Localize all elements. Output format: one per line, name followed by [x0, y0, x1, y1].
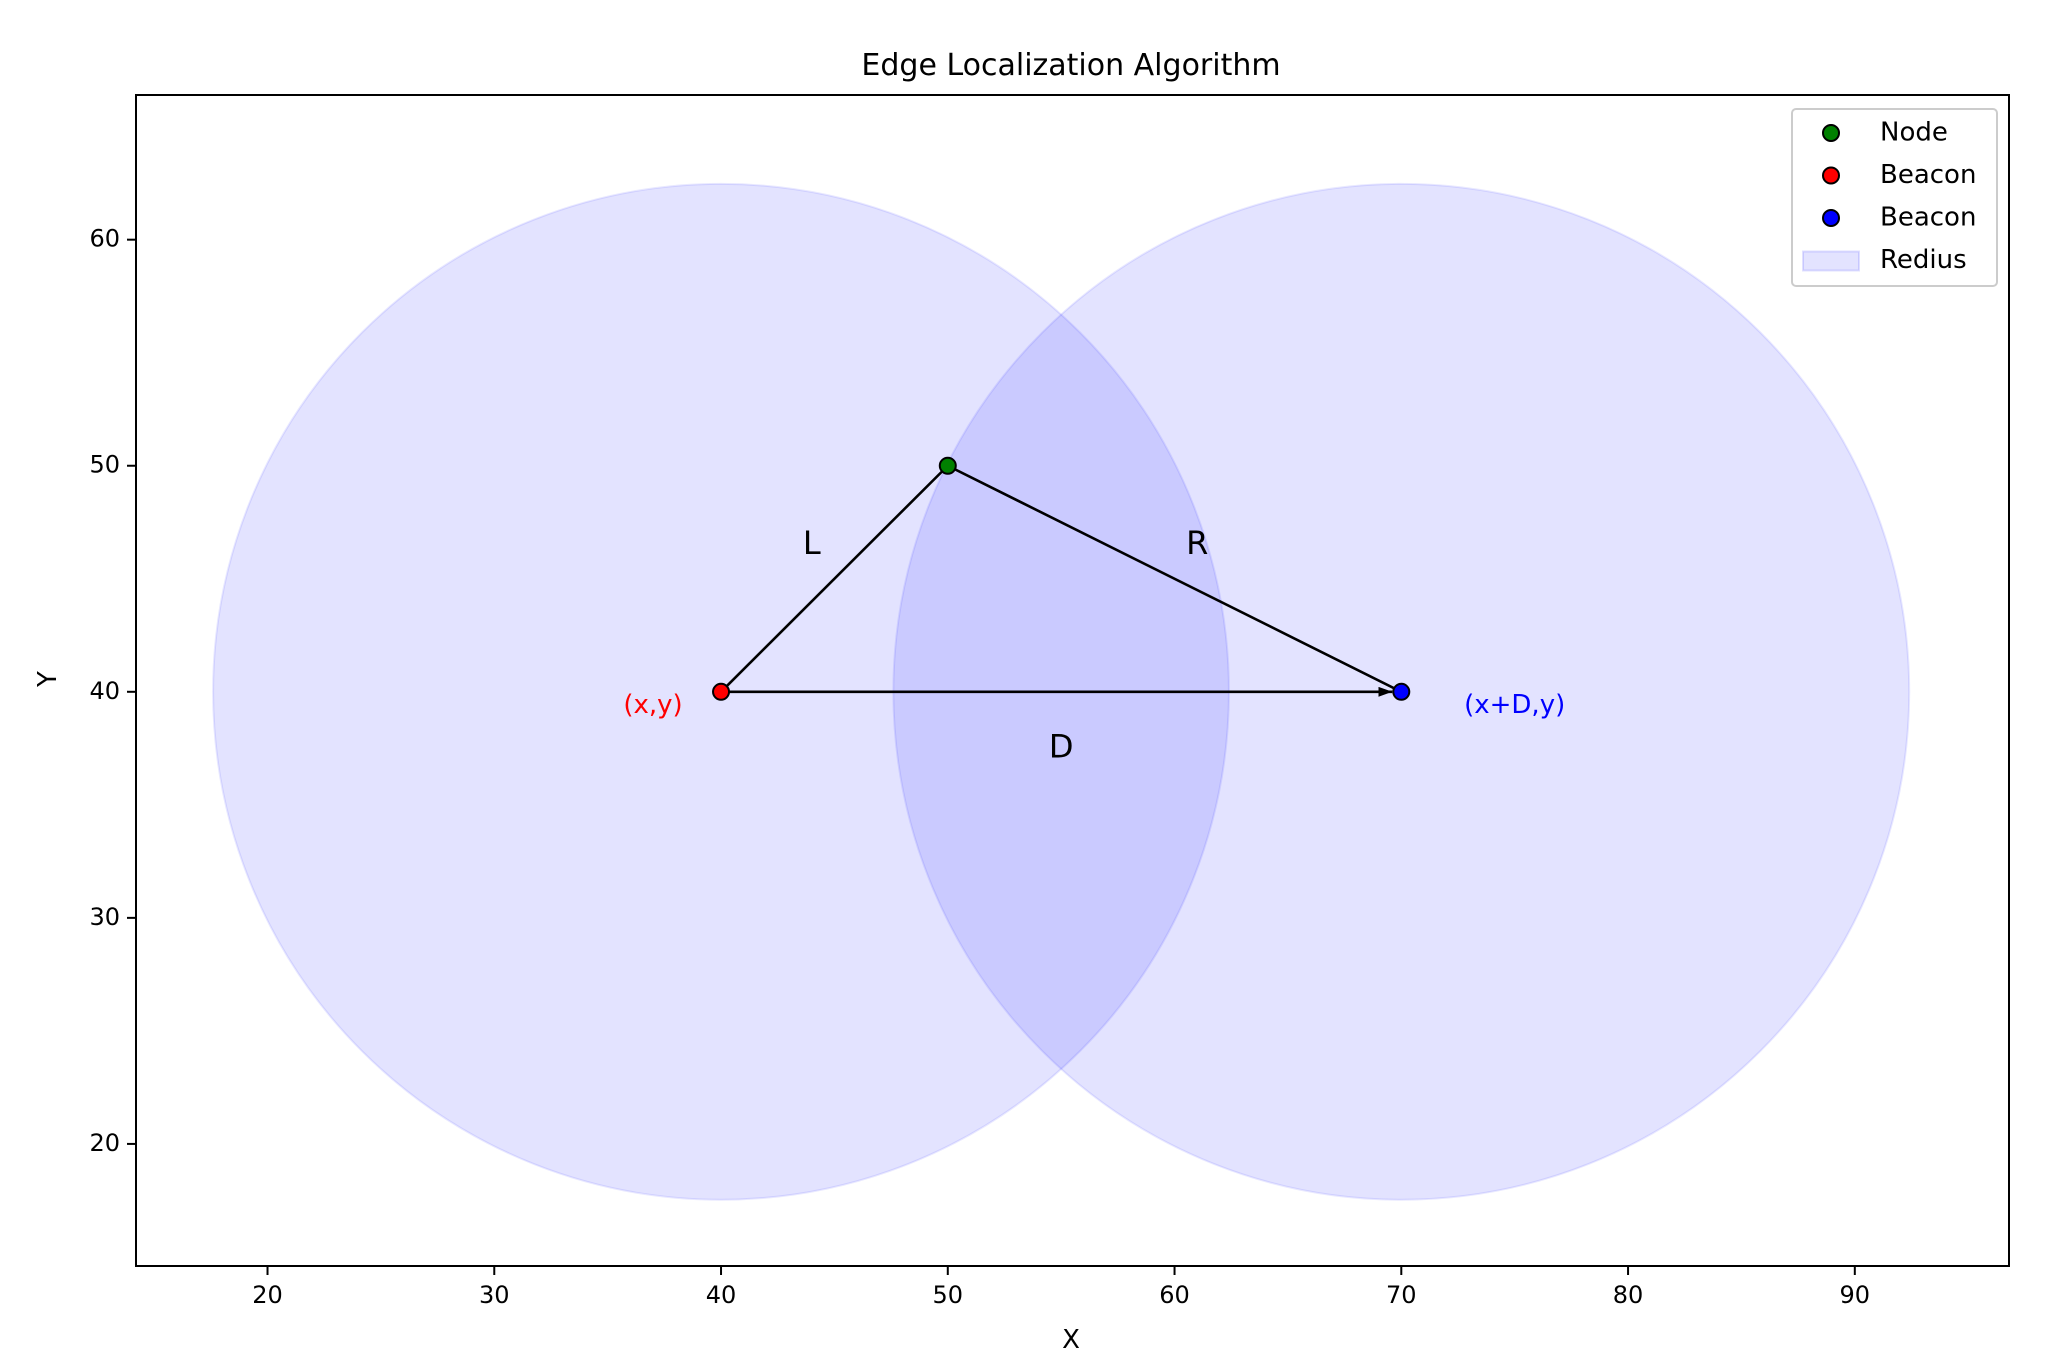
legend-label-1: Node [1880, 118, 1948, 148]
legend-patch-4 [1802, 250, 1860, 272]
legend-box [1791, 108, 1998, 287]
x-tick-label: 40 [706, 1281, 737, 1309]
y-tick-label: 40 [89, 677, 120, 705]
y-axis-label: Y [33, 671, 63, 688]
legend-marker-1 [1822, 124, 1840, 142]
edge-line-1 [720, 464, 949, 693]
legend-marker-2 [1822, 166, 1840, 185]
plot-content [212, 182, 1911, 1201]
annotation-5: (x+D,y) [1464, 690, 1565, 720]
x-tick-label: 90 [1840, 1281, 1871, 1309]
beacon-point-3 [1392, 682, 1411, 701]
legend-label-3: Beacon [1880, 203, 1976, 233]
node-point-1 [938, 456, 957, 475]
plot-area: L R D (x,y) (x+D,y) [212, 182, 1911, 1201]
chart-title: Edge Localization Algorithm [861, 48, 1280, 83]
annotation-2: R [1186, 524, 1208, 562]
legend: Node Beacon Beacon Redius [1791, 108, 1998, 287]
y-tick-label: 30 [89, 903, 120, 931]
edge-line-2 [947, 464, 1402, 693]
y-tick-label: 60 [89, 225, 120, 253]
legend-marker-3 [1822, 209, 1840, 227]
x-tick-label: 20 [252, 1281, 283, 1309]
legend-label-4: Redius [1880, 245, 1967, 275]
x-tick-label: 70 [1386, 1281, 1417, 1309]
annotation-1: L [803, 524, 821, 562]
beacon-point-2 [712, 682, 731, 701]
x-tick-label: 30 [479, 1281, 510, 1309]
y-tick-label: 50 [89, 451, 120, 479]
legend-label-2: Beacon [1880, 160, 1976, 190]
y-tick-label: 20 [89, 1129, 120, 1157]
axes-frame [135, 94, 2010, 1267]
x-axis-label: X [1062, 1325, 1080, 1350]
x-tick-label: 60 [1159, 1281, 1190, 1309]
x-tick-label: 50 [933, 1281, 964, 1309]
x-tick-label: 80 [1613, 1281, 1644, 1309]
axes: 20 30 40 50 60 70 80 90 20 30 40 50 60 [89, 94, 2010, 1309]
annotation-4: (x,y) [623, 690, 682, 720]
annotation-3: D [1049, 727, 1074, 765]
